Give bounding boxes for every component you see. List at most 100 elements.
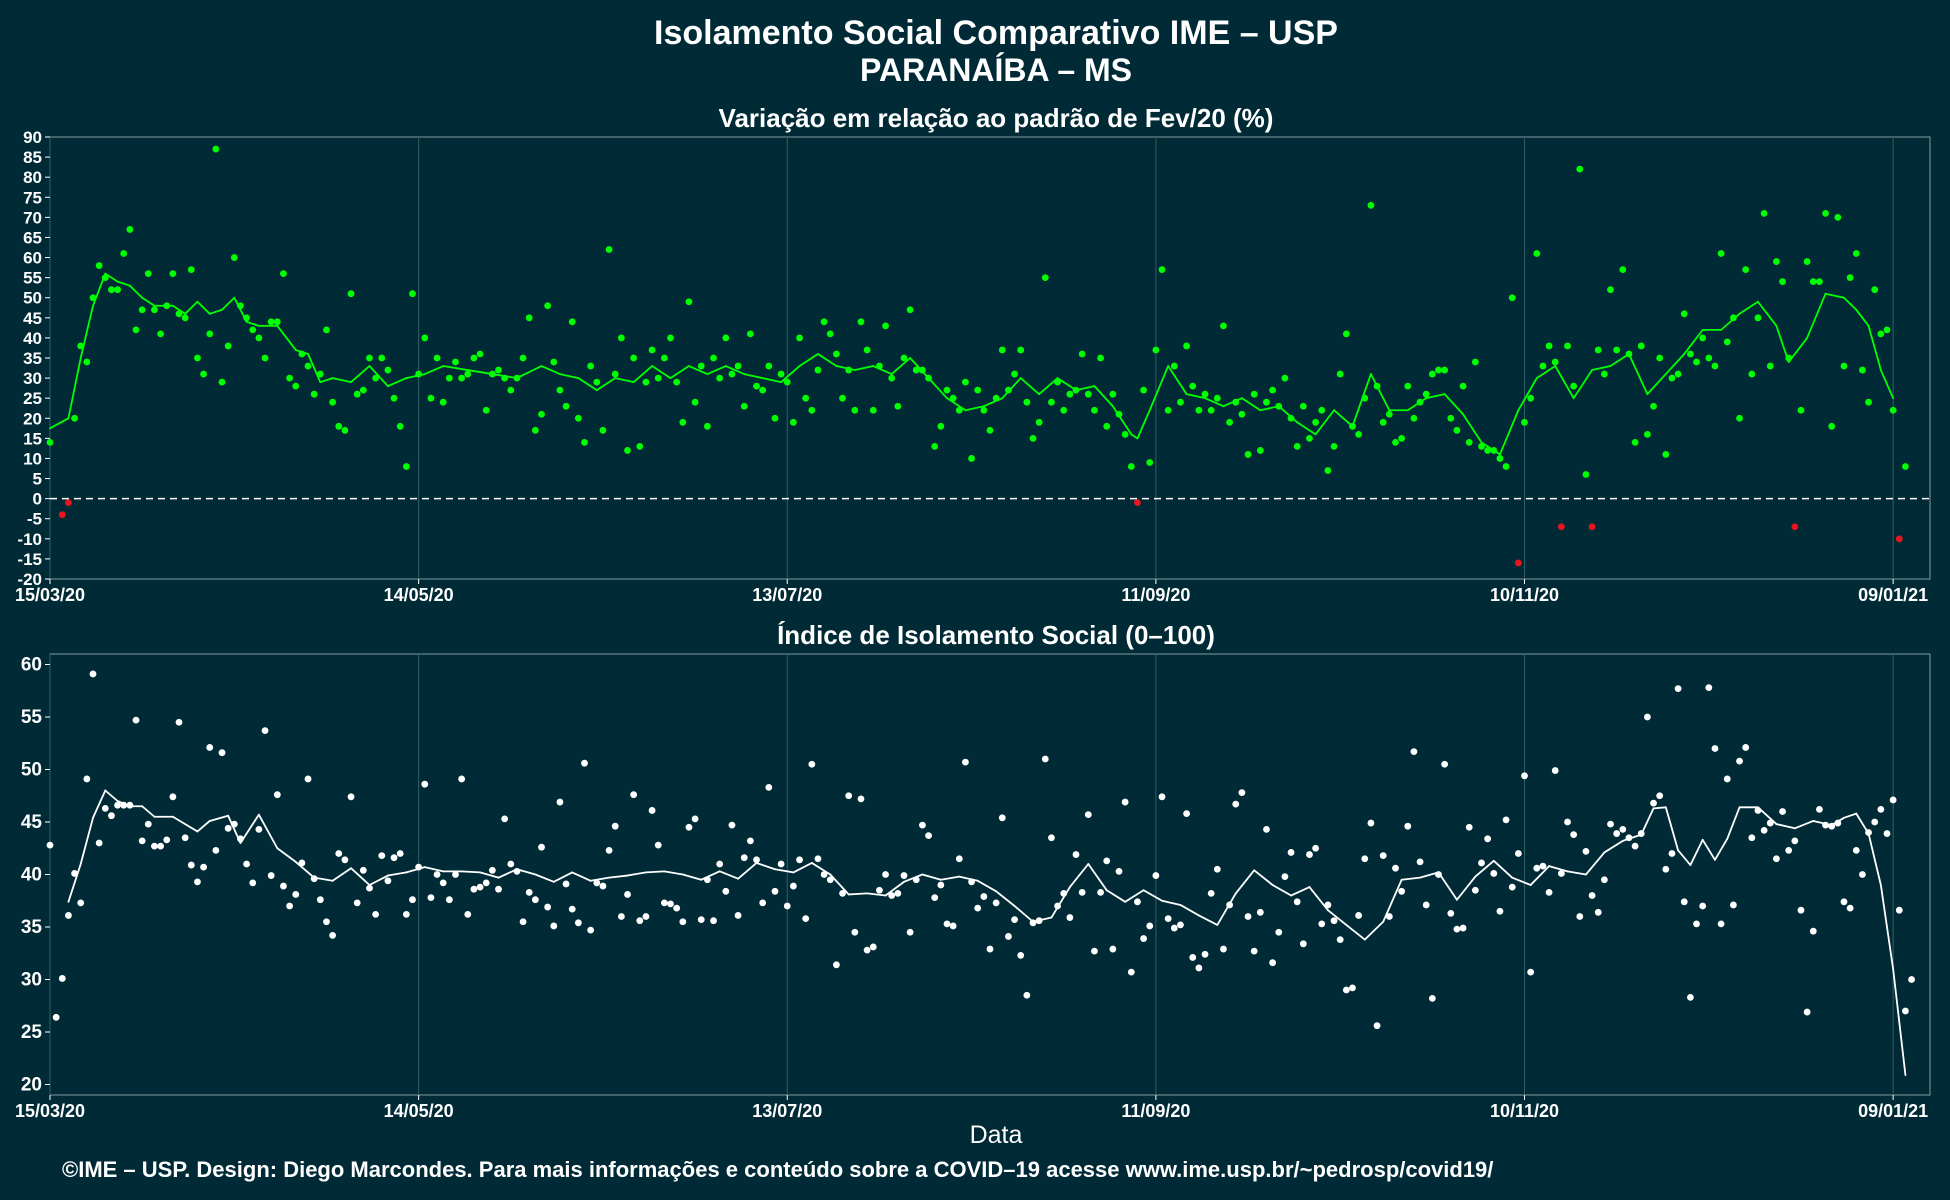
moving-average-segment bbox=[559, 373, 580, 379]
data-point bbox=[839, 890, 846, 897]
data-point bbox=[1723, 338, 1731, 346]
data-point bbox=[292, 382, 300, 390]
data-point bbox=[1330, 917, 1338, 925]
data-point bbox=[1809, 278, 1817, 286]
data-point bbox=[273, 791, 281, 799]
x-tick-label: 11/09/20 bbox=[1121, 1101, 1190, 1121]
variation-panel-title: Variação em relação ao padrão de Fev/20 … bbox=[719, 103, 1274, 133]
moving-average-segment bbox=[1456, 875, 1477, 901]
data-point bbox=[1779, 278, 1786, 286]
moving-average-segment bbox=[442, 365, 469, 371]
data-point bbox=[1686, 350, 1694, 358]
data-point bbox=[1619, 266, 1627, 273]
data-point bbox=[863, 346, 871, 354]
data-point bbox=[1115, 410, 1123, 418]
data-point bbox=[1865, 398, 1872, 406]
data-point bbox=[1508, 883, 1516, 891]
data-point bbox=[452, 358, 459, 366]
data-point bbox=[1422, 390, 1430, 398]
negative-data-point bbox=[1134, 499, 1141, 507]
moving-average-segment bbox=[67, 863, 82, 903]
data-point bbox=[1404, 382, 1412, 390]
y-tick-label: 50 bbox=[23, 289, 42, 308]
data-point bbox=[1527, 394, 1535, 402]
data-point bbox=[464, 370, 472, 378]
data-point bbox=[1091, 406, 1098, 414]
data-point bbox=[1459, 924, 1467, 932]
moving-average-segment bbox=[1130, 433, 1139, 440]
data-point bbox=[857, 795, 865, 803]
data-point bbox=[1422, 901, 1430, 909]
y-tick-label: -10 bbox=[17, 530, 42, 549]
data-point bbox=[1551, 358, 1559, 366]
data-point bbox=[937, 881, 945, 889]
data-point bbox=[1428, 995, 1436, 1002]
data-point bbox=[157, 330, 164, 338]
data-point bbox=[820, 871, 828, 878]
moving-average-segment bbox=[257, 813, 279, 850]
data-point bbox=[513, 867, 521, 875]
moving-average-segment bbox=[645, 870, 666, 874]
data-point bbox=[1263, 398, 1270, 406]
data-point bbox=[1729, 901, 1737, 909]
data-point bbox=[1773, 258, 1780, 265]
moving-average-segment bbox=[1050, 886, 1071, 919]
data-point bbox=[550, 922, 558, 930]
data-point bbox=[962, 758, 969, 766]
data-point bbox=[624, 447, 631, 454]
data-point bbox=[574, 414, 582, 422]
moving-average-segment bbox=[1879, 369, 1895, 400]
data-point bbox=[882, 871, 889, 878]
data-point bbox=[1803, 1008, 1811, 1016]
data-point bbox=[1822, 209, 1829, 217]
data-point bbox=[1017, 951, 1025, 959]
y-tick-label: 90 bbox=[23, 128, 42, 147]
data-point bbox=[912, 366, 920, 374]
data-point bbox=[1158, 793, 1166, 801]
moving-average-segment bbox=[1511, 876, 1532, 886]
data-point bbox=[1103, 422, 1111, 430]
data-point bbox=[1576, 913, 1584, 920]
moving-average-segment bbox=[774, 868, 795, 874]
data-point bbox=[1392, 864, 1399, 872]
data-point bbox=[550, 358, 558, 366]
data-point bbox=[1084, 390, 1092, 398]
data-point bbox=[488, 866, 496, 874]
data-point bbox=[888, 374, 896, 382]
data-point bbox=[366, 354, 373, 362]
figure-title: Isolamento Social Comparativo IME – USP bbox=[654, 14, 1338, 52]
data-point bbox=[820, 318, 828, 326]
data-point bbox=[1127, 463, 1135, 470]
y-tick-label: 35 bbox=[21, 917, 43, 938]
moving-average-segment bbox=[1726, 806, 1741, 840]
data-point bbox=[1490, 447, 1498, 454]
y-tick-label: 30 bbox=[23, 369, 42, 388]
negative-data-point bbox=[65, 499, 72, 507]
data-point bbox=[746, 330, 754, 338]
y-tick-label: 30 bbox=[21, 970, 42, 991]
data-point bbox=[1410, 414, 1418, 422]
data-point bbox=[46, 841, 54, 849]
data-point bbox=[1275, 928, 1283, 936]
negative-data-point bbox=[1557, 523, 1565, 531]
data-point bbox=[58, 975, 66, 982]
data-point bbox=[1551, 767, 1559, 774]
data-point bbox=[1736, 414, 1743, 422]
moving-average-segment bbox=[792, 862, 813, 874]
data-point bbox=[1404, 822, 1412, 830]
moving-average-segment bbox=[534, 873, 555, 883]
moving-average-segment bbox=[1738, 300, 1759, 315]
data-point bbox=[1619, 825, 1627, 833]
moving-average-segment bbox=[245, 320, 260, 327]
data-point bbox=[802, 915, 810, 922]
moving-average-segment bbox=[595, 377, 617, 392]
data-point bbox=[1668, 374, 1676, 382]
moving-average-segment bbox=[1351, 373, 1372, 428]
data-point bbox=[1797, 906, 1805, 914]
data-point bbox=[194, 354, 201, 362]
data-point bbox=[1766, 362, 1774, 370]
data-point bbox=[1447, 909, 1455, 917]
data-point bbox=[1846, 274, 1854, 282]
data-point bbox=[1459, 382, 1467, 390]
data-point bbox=[1625, 834, 1633, 842]
